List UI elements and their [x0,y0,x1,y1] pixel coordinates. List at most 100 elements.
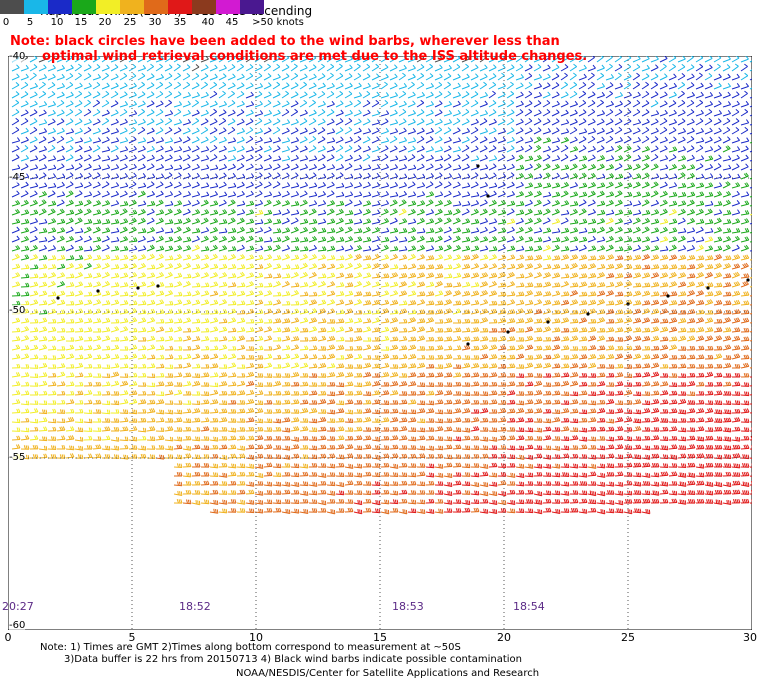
wind-barb [101,85,110,90]
wind-barb-flag [502,55,506,60]
wind-barb [335,58,344,63]
wind-barb-flag [61,127,65,132]
wind-barb-flag [177,54,182,59]
wind-barb [434,139,443,144]
wind-barb [101,56,109,63]
wind-barb-flag [169,154,173,159]
wind-barb-flag [519,191,523,196]
wind-barb [524,93,533,99]
wind-barb-flag [413,200,417,205]
wind-barb [389,138,398,144]
wind-barb-flag [125,182,129,187]
wind-barb [83,166,92,171]
wind-barb [659,176,668,180]
wind-barb [686,147,695,153]
wind-barb-flag [159,209,163,214]
wind-barb-flag [43,154,47,158]
wind-barb-flag [664,100,668,105]
wind-barb-flag [699,191,703,196]
wind-barb-flag [79,173,83,177]
wind-barb-flag [465,108,470,113]
wind-barb [695,194,704,198]
wind-barb [317,66,325,72]
wind-barb [416,121,425,126]
wind-barb [182,95,191,99]
wind-barb-flag [457,100,461,105]
wind-barb-flag [582,136,587,140]
wind-barb [443,276,453,279]
wind-barb [65,56,73,63]
wind-barb [677,112,686,117]
wind-barb [119,176,128,180]
wind-barb [110,76,119,81]
wind-barb-flag [158,200,163,204]
wind-barb [452,140,461,144]
wind-barb [110,193,119,198]
wind-barb-flag [70,100,74,105]
wind-barb [209,103,218,108]
wind-barb-flag [420,54,425,59]
wind-barb [605,66,613,72]
wind-barb-flag [385,191,390,195]
wind-barb-flag [401,200,406,204]
wind-barb [695,147,704,153]
wind-barb [551,112,560,117]
wind-barb [650,166,659,171]
wind-barb-flag [502,100,506,105]
wind-barb-flag [141,55,146,59]
wind-barb-flag [51,55,56,59]
wind-barb [317,166,326,171]
wind-barb [380,148,389,153]
wind-barb-flag [88,181,92,186]
wind-barb-flag [187,109,191,114]
wind-barb [470,138,479,144]
wind-barb [641,157,650,162]
wind-barb-flag [600,99,605,103]
wind-barb [632,84,640,90]
wind-barb-flag [285,109,290,113]
wind-barb-flag [530,182,534,187]
wind-barb [695,112,704,117]
wind-barb-flag [16,208,20,213]
wind-barb-flag [654,91,659,95]
wind-barb-flag [465,154,470,158]
wind-barb-flag [547,91,551,96]
wind-barb [335,174,344,180]
wind-barb-flag [420,99,425,104]
wind-barb-flag [708,117,713,122]
wind-barb-flag [206,182,210,187]
wind-barb-flag [205,199,209,204]
wind-barb [713,57,722,63]
wind-barb [641,184,650,189]
wind-barb-flag [682,164,687,168]
wind-barb-flag [187,182,192,186]
wind-barb-flag [556,91,560,96]
wind-barb [272,148,281,153]
wind-barb [344,58,353,63]
wind-barb-flag [259,82,264,87]
wind-barb [155,140,164,144]
wind-barb [308,94,317,99]
wind-barb-flag [725,182,729,186]
wind-barb-flag [340,100,344,104]
wind-barb [335,103,344,108]
wind-barb-flag [78,118,83,122]
wind-barb-flag [627,192,631,197]
wind-barb-flag [619,190,623,194]
wind-map[interactable] [7,54,759,631]
wind-barb-flag [105,90,110,95]
wind-barb-flag [484,182,489,186]
wind-barb-flag [106,190,110,195]
wind-barb-flag [511,191,516,195]
wind-barb [335,167,344,171]
wind-barb [74,165,83,171]
wind-barb-flag [556,199,560,204]
wind-barb [488,84,497,90]
wind-barb [389,158,398,162]
wind-barb-flag [43,146,47,150]
wind-barb-flag [609,135,614,140]
wind-barb-flag [88,199,92,204]
wind-barb [101,158,110,162]
wind-barb [551,75,560,81]
wind-barb-flag [555,64,560,68]
